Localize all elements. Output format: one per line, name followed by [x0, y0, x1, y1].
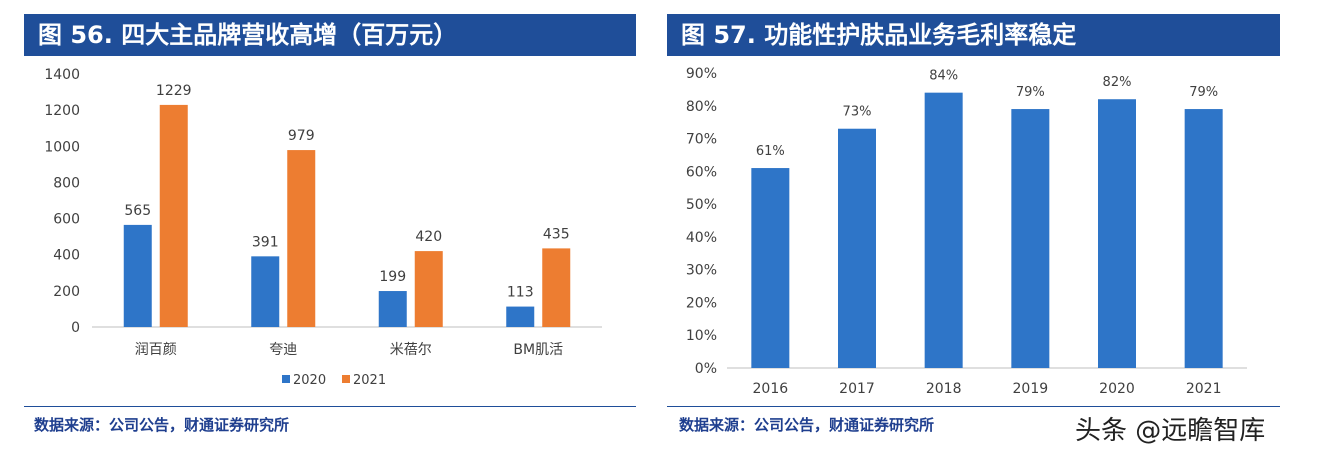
x-tick-label: 夸迪 [269, 342, 297, 358]
y-tick-label: 0% [695, 361, 717, 377]
data-label: 1229 [156, 83, 192, 99]
gross-margin-bar-chart: 0% 10% 20% 30% 40% 50% 60% 70% 80% 90% 61% 2016 73% 2… [686, 66, 1247, 397]
x-tick-label: 米蓓尔 [390, 342, 432, 358]
data-label: 84% [929, 69, 958, 84]
watermark-text: 头条 @远瞻智库 [1075, 416, 1266, 446]
left-chart-panel: 图 56. 四大主品牌营收高增（百万元） 0 200 400 600 800 1000 12… [0, 0, 640, 461]
y-tick-label: 400 [53, 248, 80, 264]
y-tick-label: 1400 [44, 67, 80, 83]
y-tick-label: 40% [686, 230, 717, 246]
x-tick-label: 2016 [753, 381, 789, 397]
source-note: 数据来源：公司公告，财通证券研究所 [34, 416, 290, 434]
data-label: 199 [379, 269, 406, 285]
y-tick-label: 200 [53, 284, 80, 300]
bar-2020 [1098, 99, 1136, 368]
data-label: 79% [1189, 85, 1218, 100]
data-label: 79% [1016, 85, 1045, 100]
revenue-bar-chart: 0 200 400 600 800 1000 1200 1400 565 1229 润百颜 391 97… [44, 67, 602, 388]
bar-2020-2 [378, 291, 407, 327]
bar-2020-1 [251, 256, 280, 327]
x-tick-label: 2019 [1013, 381, 1049, 397]
x-tick-label: 润百颜 [135, 342, 177, 358]
y-tick-label: 50% [686, 197, 717, 213]
y-tick-label: 60% [686, 164, 717, 180]
y-tick-label: 90% [686, 66, 717, 82]
y-tick-label: 1000 [44, 139, 80, 155]
y-tick-label: 30% [686, 263, 717, 279]
bar-2021-2 [414, 251, 443, 327]
y-tick-label: 20% [686, 295, 717, 311]
legend-label: 2020 [293, 373, 326, 388]
bar-2021-3 [542, 248, 571, 327]
chart-title: 图 57. 功能性护肤品业务毛利率稳定 [667, 14, 1280, 56]
source-divider [667, 406, 1280, 407]
data-label: 420 [415, 229, 442, 245]
source-divider [24, 406, 636, 407]
bar-2021-1 [287, 150, 316, 327]
data-label: 82% [1103, 75, 1132, 90]
bar-2020-3 [506, 306, 535, 327]
legend-label: 2021 [353, 373, 386, 388]
data-label: 113 [507, 285, 534, 301]
y-tick-label: 1200 [44, 103, 80, 119]
x-tick-label: 2020 [1099, 381, 1135, 397]
x-tick-label: 2021 [1186, 381, 1222, 397]
y-tick-label: 0 [71, 320, 80, 336]
data-label: 979 [288, 128, 315, 144]
legend-swatch-2021 [342, 375, 350, 383]
data-label: 73% [843, 105, 872, 120]
data-label: 391 [252, 234, 279, 250]
legend-swatch-2020 [282, 375, 290, 383]
bar-2021-0 [159, 104, 188, 327]
x-tick-label: 2017 [839, 381, 875, 397]
source-note: 数据来源：公司公告，财通证券研究所 [679, 416, 935, 434]
bar-2016 [751, 168, 790, 368]
y-tick-label: 800 [53, 175, 80, 191]
right-chart-panel: 图 57. 功能性护肤品业务毛利率稳定 0% 10% 20% 30% 40% 50% 60%… [665, 0, 1340, 461]
x-tick-label: BM肌活 [513, 342, 563, 358]
bar-2021 [1184, 109, 1223, 369]
data-label: 435 [543, 226, 570, 242]
data-label: 61% [756, 144, 785, 159]
data-label: 565 [124, 203, 151, 219]
bar-2019 [1011, 109, 1050, 369]
y-tick-label: 600 [53, 212, 80, 228]
y-tick-label: 80% [686, 99, 717, 115]
y-tick-label: 70% [686, 132, 717, 148]
bar-2020-0 [123, 224, 152, 327]
chart-title: 图 56. 四大主品牌营收高增（百万元） [24, 14, 636, 56]
x-tick-label: 2018 [926, 381, 962, 397]
bar-2018 [924, 92, 963, 369]
y-tick-label: 10% [686, 328, 717, 344]
bar-2017 [838, 128, 876, 368]
